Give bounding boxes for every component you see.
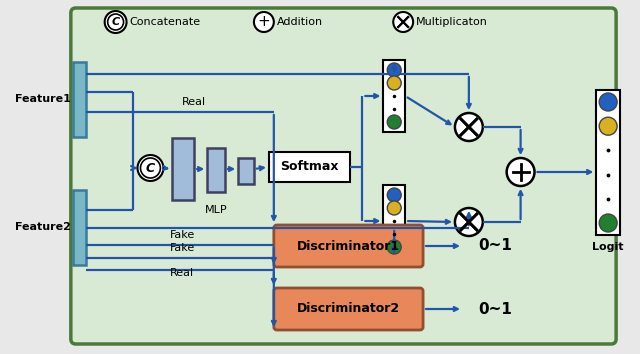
Text: Feature1: Feature1: [15, 95, 71, 104]
FancyBboxPatch shape: [274, 225, 423, 267]
Text: 0~1: 0~1: [478, 302, 512, 316]
Text: Multiplicaton: Multiplicaton: [416, 17, 488, 27]
Text: C: C: [146, 161, 155, 175]
Circle shape: [387, 188, 401, 202]
Circle shape: [599, 93, 617, 111]
Bar: [383, 185, 405, 257]
Circle shape: [387, 240, 401, 254]
Circle shape: [507, 158, 534, 186]
Circle shape: [105, 11, 127, 33]
Circle shape: [455, 208, 483, 236]
Bar: [172, 138, 194, 200]
Text: 0~1: 0~1: [478, 239, 512, 253]
Bar: [269, 152, 351, 182]
FancyBboxPatch shape: [71, 8, 616, 344]
Bar: [238, 158, 254, 184]
Text: Feature2: Feature2: [15, 223, 71, 233]
Circle shape: [599, 214, 617, 232]
Text: Fake: Fake: [170, 230, 196, 240]
Circle shape: [393, 12, 413, 32]
Bar: [73, 190, 86, 265]
Text: Logit: Logit: [593, 242, 624, 252]
Text: Real: Real: [170, 268, 195, 278]
Circle shape: [138, 155, 163, 181]
Text: Concatenate: Concatenate: [129, 17, 201, 27]
Text: C: C: [111, 17, 120, 27]
Circle shape: [387, 115, 401, 129]
Circle shape: [141, 158, 161, 178]
Text: Addition: Addition: [277, 17, 323, 27]
Text: Fake: Fake: [170, 243, 196, 253]
Bar: [383, 60, 405, 132]
Text: Real: Real: [182, 97, 207, 107]
Circle shape: [254, 12, 274, 32]
Text: Discriminator1: Discriminator1: [297, 240, 400, 252]
Bar: [207, 148, 225, 192]
Circle shape: [387, 201, 401, 215]
Circle shape: [455, 113, 483, 141]
Circle shape: [387, 63, 401, 77]
Circle shape: [387, 76, 401, 90]
Text: Discriminator2: Discriminator2: [297, 303, 400, 315]
Bar: [596, 90, 620, 235]
Circle shape: [108, 14, 124, 30]
FancyBboxPatch shape: [274, 288, 423, 330]
Bar: [73, 62, 86, 137]
Circle shape: [599, 117, 617, 135]
Text: MLP: MLP: [205, 205, 227, 215]
Text: Softmax: Softmax: [280, 160, 339, 173]
Text: +: +: [257, 15, 270, 29]
